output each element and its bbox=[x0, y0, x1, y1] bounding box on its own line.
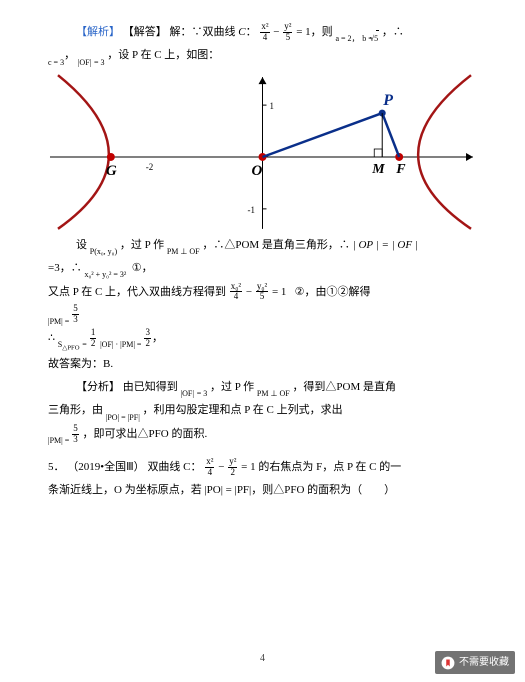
frac-x02-4: x₀²4 bbox=[230, 282, 242, 303]
tag-answer: 【解答】 bbox=[123, 26, 167, 38]
solution-line-5: 又点 P 在 C 上，代入双曲线方程得到 x₀²4 − y₀²5 = 1 ②，由… bbox=[48, 282, 477, 303]
question-5-line-1: 5． （2019•全国Ⅲ） 双曲线 C： x²4 − y²2 = 1 的右焦点为… bbox=[48, 457, 477, 478]
solution-line-8: 故答案为：B. bbox=[48, 354, 477, 375]
analysis-line-3: |PM| = 53 ，即可求出△PFO 的面积. bbox=[48, 424, 477, 445]
frac-x2-4: x²4 bbox=[260, 22, 269, 43]
solution-line-4: =3，∴ x₀² + y₀² = 3² ①， bbox=[48, 258, 477, 279]
solution-line-7: ∴ S△PFO = 12 |OF| · |PM| = 32， bbox=[48, 328, 477, 352]
hyperbola-figure: 1 -1 -2 G O M F P bbox=[48, 73, 477, 231]
svg-text:G: G bbox=[106, 163, 117, 179]
frac-1-2: 12 bbox=[90, 328, 97, 349]
svg-text:M: M bbox=[371, 162, 385, 177]
solution-line-1: 【解析】 【解答】 解：∵双曲线 C： x²4 − y²5 = 1，则 a = … bbox=[48, 22, 477, 43]
svg-text:P: P bbox=[383, 92, 393, 109]
tag-analysis: 【解析】 bbox=[76, 26, 120, 38]
solution-line-6: |PM| = 53 bbox=[48, 304, 477, 325]
watermark-icon bbox=[441, 656, 455, 670]
frac-5-3-b: 53 bbox=[72, 424, 79, 445]
svg-text:O: O bbox=[252, 163, 263, 179]
frac-3-2: 32 bbox=[144, 328, 151, 349]
svg-text:-1: -1 bbox=[248, 205, 255, 215]
svg-text:1: 1 bbox=[269, 101, 273, 111]
analysis-line-2: 三角形，由 |PO| = |PF| ，利用勾股定理和点 P 在 C 上列式，求出 bbox=[48, 400, 477, 421]
svg-text:-2: -2 bbox=[146, 162, 153, 172]
frac-y2-2-q5: y²2 bbox=[228, 457, 237, 478]
solution-line-3: 设 P(x₀, y₀) ，过 P 作 PM ⊥ OF ，∴△POM 是直角三角形… bbox=[48, 235, 477, 256]
analysis-line-1: 【分析】 由已知得到 |OF| = 3 ，过 P 作 PM ⊥ OF ，得到△P… bbox=[48, 377, 477, 398]
question-5-line-2: 条渐近线上，O 为坐标原点，若 |PO| = |PF|，则△PFO 的面积为（ … bbox=[48, 480, 477, 501]
svg-text:F: F bbox=[395, 162, 406, 177]
frac-y02-5: y₀²5 bbox=[256, 282, 268, 303]
watermark: 不需要收藏 bbox=[435, 651, 515, 674]
frac-x2-4-q5: x²4 bbox=[205, 457, 214, 478]
solution-line-2: c = 3， |OF| = 3 ，设 P 在 C 上，如图： bbox=[48, 45, 477, 66]
frac-y2-5: y²5 bbox=[283, 22, 292, 43]
frac-5-3: 53 bbox=[72, 304, 79, 325]
